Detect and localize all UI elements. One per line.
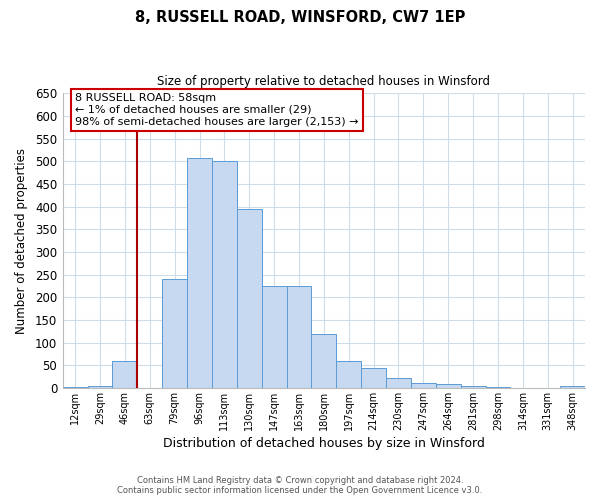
Bar <box>287 286 311 388</box>
Bar <box>63 387 88 388</box>
Title: Size of property relative to detached houses in Winsford: Size of property relative to detached ho… <box>157 75 490 88</box>
Text: Contains HM Land Registry data © Crown copyright and database right 2024.
Contai: Contains HM Land Registry data © Crown c… <box>118 476 482 495</box>
Y-axis label: Number of detached properties: Number of detached properties <box>15 148 28 334</box>
Bar <box>560 386 585 388</box>
X-axis label: Distribution of detached houses by size in Winsford: Distribution of detached houses by size … <box>163 437 485 450</box>
Bar <box>162 279 187 388</box>
Bar <box>361 368 386 388</box>
Text: 8, RUSSELL ROAD, WINSFORD, CW7 1EP: 8, RUSSELL ROAD, WINSFORD, CW7 1EP <box>135 10 465 25</box>
Bar <box>461 386 485 388</box>
Bar <box>88 386 112 388</box>
Bar <box>112 360 137 388</box>
Bar <box>187 158 212 388</box>
Bar <box>237 209 262 388</box>
Bar <box>485 387 511 388</box>
Text: 8 RUSSELL ROAD: 58sqm
← 1% of detached houses are smaller (29)
98% of semi-detac: 8 RUSSELL ROAD: 58sqm ← 1% of detached h… <box>75 94 359 126</box>
Bar <box>411 384 436 388</box>
Bar <box>212 162 237 388</box>
Bar <box>262 286 287 388</box>
Bar <box>337 360 361 388</box>
Bar <box>311 334 337 388</box>
Bar <box>386 378 411 388</box>
Bar <box>436 384 461 388</box>
